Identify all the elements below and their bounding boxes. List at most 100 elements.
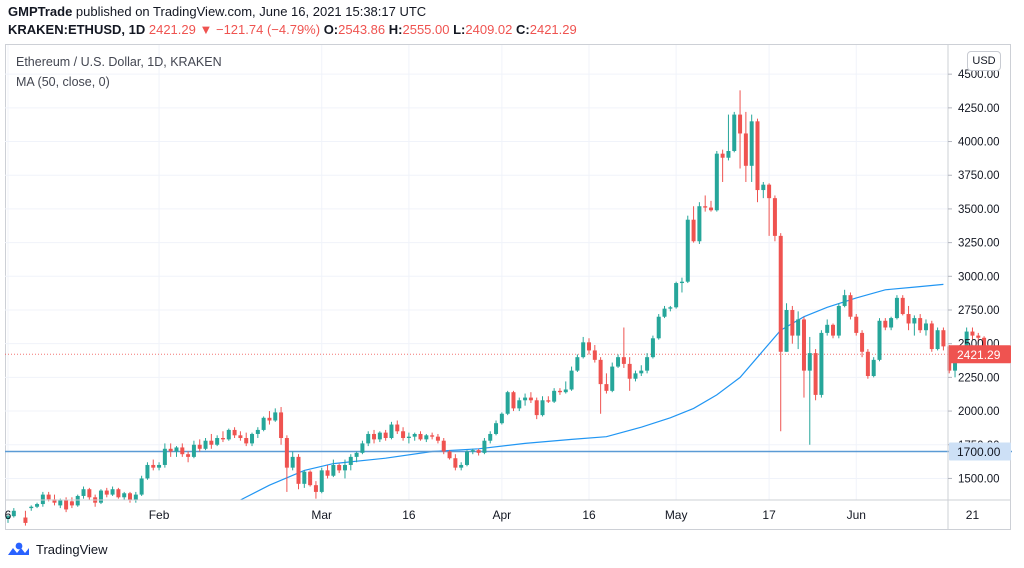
candle-body xyxy=(761,184,766,191)
candle xyxy=(767,183,772,236)
candle-body xyxy=(726,150,731,158)
candle xyxy=(232,427,237,439)
candle-body xyxy=(883,320,888,328)
candle-body xyxy=(755,121,760,191)
candle xyxy=(668,305,673,312)
candle-body xyxy=(546,400,551,402)
candle xyxy=(633,370,638,382)
high-value: 2555.00 xyxy=(402,22,450,37)
y-tick-label: 4250.00 xyxy=(958,103,1000,115)
footer-brand-label: TradingView xyxy=(36,541,108,557)
change-text: −121.74 (−4.79%) xyxy=(215,22,321,37)
candle-body xyxy=(46,494,51,500)
candle-body xyxy=(401,431,406,439)
low-label: L: xyxy=(453,22,466,37)
candle-body xyxy=(168,448,173,452)
candle xyxy=(546,396,551,403)
candle-body xyxy=(842,295,847,306)
candle-body xyxy=(232,429,237,436)
candle-body xyxy=(807,353,812,371)
candle-body xyxy=(894,297,899,319)
x-tick-label: Apr xyxy=(493,508,512,522)
candle xyxy=(372,429,377,444)
candle xyxy=(116,487,121,499)
candle-body xyxy=(633,373,638,379)
candle-body xyxy=(645,357,650,371)
candle xyxy=(319,467,324,494)
candle xyxy=(122,491,127,500)
candle xyxy=(348,454,353,471)
currency-button[interactable]: USD xyxy=(967,51,1001,71)
candle xyxy=(894,295,899,320)
candle xyxy=(244,432,249,447)
candle-body xyxy=(860,332,865,352)
candle xyxy=(23,510,28,526)
candle-body xyxy=(459,464,464,468)
candle xyxy=(296,454,301,490)
candle-body xyxy=(389,424,394,439)
candle xyxy=(778,233,783,432)
candle xyxy=(209,433,214,449)
candle xyxy=(941,327,946,351)
down-arrow-icon: ▼ xyxy=(199,22,213,37)
candle-body xyxy=(918,318,923,331)
ma-indicator-legend[interactable]: MA (50, close, 0) xyxy=(16,75,110,89)
x-tick-label: 16 xyxy=(582,508,596,522)
y-tick-label: 2250.00 xyxy=(958,372,1000,384)
y-tick-label: 1500.00 xyxy=(958,473,1000,485)
candle xyxy=(860,330,865,358)
candle-body xyxy=(58,500,63,506)
candle xyxy=(656,314,661,340)
candle xyxy=(87,487,92,500)
candle-body xyxy=(354,452,359,457)
candle xyxy=(883,318,888,331)
candle-body xyxy=(813,353,818,395)
candle xyxy=(494,420,499,436)
candle-body xyxy=(284,438,289,468)
candle-body xyxy=(273,412,278,421)
candle xyxy=(877,318,882,362)
symbol-label: KRAKEN:ETHUSD, 1D xyxy=(8,22,146,37)
candle-body xyxy=(23,517,28,523)
ma-line xyxy=(240,283,944,501)
footer-brand[interactable]: TradingView xyxy=(8,540,108,558)
candle xyxy=(726,114,731,161)
candle-body xyxy=(133,494,138,500)
candle xyxy=(325,464,330,479)
candle xyxy=(738,90,743,169)
candle xyxy=(662,305,667,319)
candle xyxy=(69,497,74,509)
candle xyxy=(203,438,208,451)
candle-body xyxy=(953,361,958,371)
candle-body xyxy=(470,450,475,452)
candle xyxy=(831,323,836,339)
candle-body xyxy=(377,432,382,440)
candle-body xyxy=(406,436,411,439)
candle-body xyxy=(215,438,220,445)
candle xyxy=(650,335,655,359)
candle xyxy=(383,429,388,441)
candle xyxy=(11,508,16,518)
candle-body xyxy=(255,429,260,434)
candle xyxy=(186,451,191,463)
candle-body xyxy=(238,435,243,439)
last-price-badge-label: 2421.29 xyxy=(957,348,1001,362)
candle xyxy=(284,435,289,492)
candle xyxy=(801,316,806,398)
candle-body xyxy=(511,392,516,409)
y-tick-label: 4000.00 xyxy=(958,137,1000,149)
candle-body xyxy=(697,206,702,242)
candle xyxy=(616,354,621,368)
candle xyxy=(220,431,225,443)
candle xyxy=(761,181,766,199)
candle xyxy=(354,451,359,463)
candle-body xyxy=(52,499,57,503)
candle-body xyxy=(69,501,74,506)
candle xyxy=(267,411,272,425)
candle-body xyxy=(563,389,568,393)
candle xyxy=(430,432,435,440)
candle xyxy=(250,432,255,447)
candle-body xyxy=(912,318,917,324)
candle xyxy=(174,446,179,457)
